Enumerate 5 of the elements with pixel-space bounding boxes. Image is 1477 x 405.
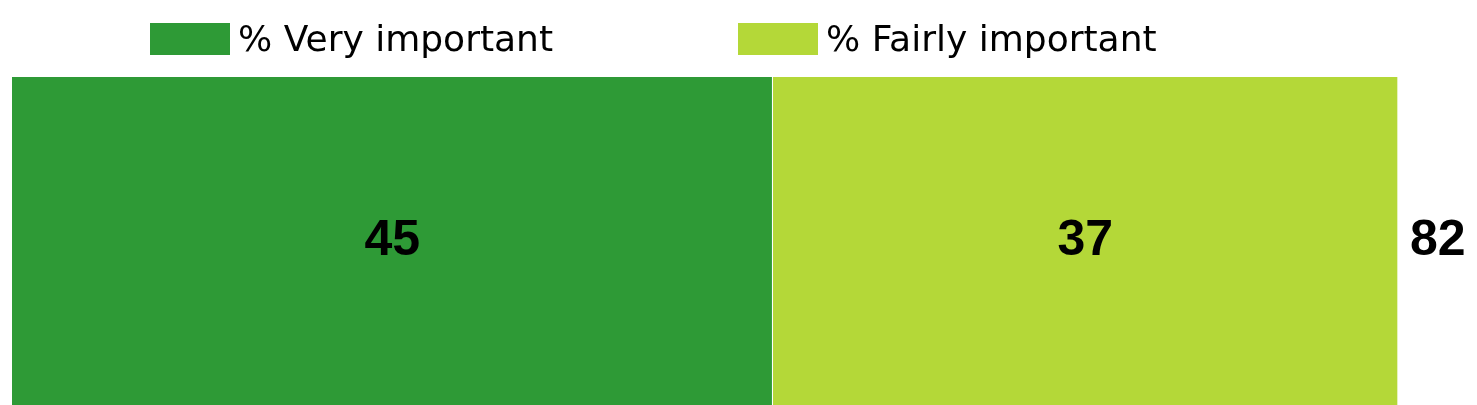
legend-label: % Fairly important	[826, 18, 1157, 59]
data-label: 37	[1057, 209, 1114, 266]
total-label: 82	[1410, 209, 1466, 266]
legend-label: % Very important	[238, 18, 554, 59]
data-label: 45	[364, 209, 421, 266]
